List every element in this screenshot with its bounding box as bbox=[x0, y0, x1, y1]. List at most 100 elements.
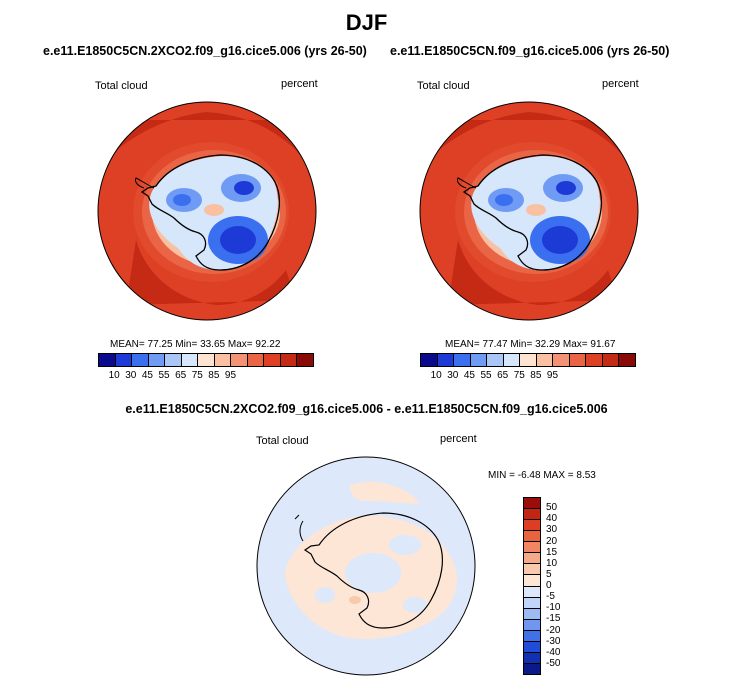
panel-1-colorbar-swatch bbox=[181, 354, 199, 366]
panel-2-colorbar-swatch bbox=[470, 354, 488, 366]
panel-1-colorbar-tick-label: 95 bbox=[224, 370, 237, 381]
panel-1-colorbar-tick-label: 75 bbox=[191, 370, 203, 381]
difference-colorbar-tick-label: -5 bbox=[546, 591, 555, 603]
difference-colorbar-swatch bbox=[524, 630, 540, 642]
panel-1-colorbar bbox=[98, 353, 314, 367]
difference-polar-map bbox=[256, 456, 476, 676]
panel-2-colorbar-swatch bbox=[553, 354, 570, 366]
panel-2-min-value: 32.29 bbox=[535, 339, 561, 350]
difference-colorbar-tick-label: 10 bbox=[546, 557, 558, 569]
figure-title: DJF bbox=[345, 10, 388, 35]
panel-1-colorbar-tick-label: 30 bbox=[125, 370, 137, 381]
difference-colorbar-tick-label: 5 bbox=[546, 568, 552, 580]
difference-colorbar-tick-label: 50 bbox=[546, 502, 558, 514]
panel-1-max-label: Max= bbox=[227, 339, 253, 350]
panel-2-polar-map bbox=[419, 101, 639, 321]
difference-units-label: percent bbox=[440, 433, 477, 445]
panel-2-colorbar-tick-label: 75 bbox=[513, 370, 525, 381]
difference-colorbar-swatch bbox=[524, 564, 540, 576]
difference-colorbar-swatch bbox=[524, 619, 540, 631]
panel-2-stats: MEAN= 77.47 Min= 32.29 Max= 91.67 bbox=[445, 339, 615, 350]
panel-2-min-label: Min= bbox=[510, 339, 533, 350]
difference-colorbar-swatch bbox=[524, 542, 540, 554]
panel-1-mean-label: MEAN= bbox=[110, 339, 145, 350]
panel-2-colorbar-tick-label: 85 bbox=[530, 370, 542, 381]
difference-colorbar-swatch bbox=[524, 597, 540, 609]
difference-colorbar-tick-label: 15 bbox=[546, 546, 558, 558]
panel-1-polar-map bbox=[97, 101, 317, 321]
panel-2-case-title: e.e11.E1850C5CN.f09_g16.cice5.006 (yrs 2… bbox=[390, 44, 670, 58]
difference-colorbar-tick-label: 0 bbox=[546, 580, 552, 591]
panel-2-max-label: Max= bbox=[562, 339, 588, 350]
difference-colorbar-tick-label: -40 bbox=[546, 646, 561, 658]
panel-1-colorbar-swatch bbox=[198, 354, 215, 366]
panel-2-colorbar-swatch bbox=[619, 354, 635, 366]
panel-2-colorbar bbox=[420, 353, 636, 367]
panel-2-colorbar-swatch bbox=[569, 354, 587, 366]
panel-1-colorbar-swatch bbox=[165, 354, 182, 366]
difference-variable-label: Total cloud bbox=[256, 435, 309, 447]
panel-2-mean-label: MEAN= bbox=[445, 339, 480, 350]
panel-2-units-label: percent bbox=[602, 78, 639, 90]
difference-colorbar-tick-label: 20 bbox=[546, 535, 558, 547]
difference-colorbar bbox=[523, 497, 541, 675]
panel-1-colorbar-tick-label: 85 bbox=[208, 370, 220, 381]
difference-colorbar-swatch bbox=[524, 641, 540, 653]
panel-1-max-value: 92.22 bbox=[255, 339, 281, 350]
difference-title: e.e11.E1850C5CN.2XCO2.f09_g16.cice5.006 … bbox=[125, 402, 608, 416]
difference-colorbar-tick-label: -30 bbox=[546, 635, 561, 647]
panel-1-colorbar-swatch bbox=[214, 354, 232, 366]
panel-2-colorbar-swatch bbox=[503, 354, 521, 366]
panel-2-colorbar-swatch bbox=[602, 354, 620, 366]
panel-2-colorbar-tick-label: 45 bbox=[463, 370, 475, 381]
panel-1-colorbar-labels: 10 30 45 55 65 75 85 95 bbox=[98, 370, 314, 382]
difference-colorbar-swatch bbox=[524, 608, 540, 620]
panel-1-case-title: e.e11.E1850C5CN.2XCO2.f09_g16.cice5.006 … bbox=[43, 44, 367, 58]
difference-colorbar-tick-label: -10 bbox=[546, 602, 561, 614]
panel-1-colorbar-swatch bbox=[148, 354, 166, 366]
difference-colorbar-tick-label: 30 bbox=[546, 524, 558, 536]
difference-minmax: MIN = -6.48 MAX = 8.53 bbox=[488, 470, 596, 481]
difference-min-label: MIN = bbox=[488, 470, 515, 481]
panel-1-colorbar-swatch bbox=[264, 354, 281, 366]
panel-2-colorbar-swatch bbox=[586, 354, 603, 366]
panel-1-colorbar-tick-label: 65 bbox=[175, 370, 187, 381]
difference-colorbar-swatch bbox=[524, 498, 540, 510]
panel-2-colorbar-swatch bbox=[421, 354, 438, 366]
panel-2-colorbar-swatch bbox=[454, 354, 471, 366]
difference-max-value: 8.53 bbox=[576, 470, 596, 481]
panel-1-colorbar-swatch bbox=[115, 354, 133, 366]
panel-2-colorbar-swatch bbox=[437, 354, 455, 366]
difference-colorbar-swatch bbox=[524, 509, 540, 521]
panel-1-colorbar-swatch bbox=[247, 354, 265, 366]
panel-1-colorbar-swatch bbox=[132, 354, 149, 366]
difference-colorbar-labels: 50 40 30 20 15 10 5 0 -5 -10 -15 -20 -30 -40 -50 bbox=[546, 497, 586, 675]
panel-2-max-value: 91.67 bbox=[590, 339, 616, 350]
panel-1-colorbar-swatch bbox=[99, 354, 116, 366]
panel-1-colorbar-tick-label: 55 bbox=[158, 370, 170, 381]
difference-colorbar-swatch bbox=[524, 553, 540, 565]
panel-2-variable-label: Total cloud bbox=[417, 80, 470, 92]
panel-2-colorbar-tick-label: 10 bbox=[430, 370, 442, 381]
panel-2-colorbar-labels: 10 30 45 55 65 75 85 95 bbox=[420, 370, 636, 382]
panel-1-colorbar-swatch bbox=[280, 354, 298, 366]
panel-2-mean-value: 77.47 bbox=[482, 339, 508, 350]
panel-1-variable-label: Total cloud bbox=[95, 80, 148, 92]
panel-1-colorbar-swatch bbox=[297, 354, 313, 366]
panel-1-colorbar-tick-label: 45 bbox=[141, 370, 153, 381]
panel-2-colorbar-swatch bbox=[520, 354, 537, 366]
panel-1-units-label: percent bbox=[281, 78, 318, 90]
panel-2-colorbar-tick-label: 95 bbox=[546, 370, 559, 381]
difference-colorbar-swatch bbox=[524, 531, 540, 543]
panel-1-stats: MEAN= 77.25 Min= 33.65 Max= 92.22 bbox=[110, 339, 280, 350]
panel-1-mean-value: 77.25 bbox=[147, 339, 173, 350]
panel-2-colorbar-tick-label: 30 bbox=[447, 370, 459, 381]
panel-1-colorbar-tick-label: 10 bbox=[108, 370, 120, 381]
panel-2-colorbar-tick-label: 65 bbox=[497, 370, 509, 381]
difference-colorbar-swatch bbox=[524, 663, 540, 674]
difference-min-value: -6.48 bbox=[517, 470, 541, 481]
panel-1-min-value: 33.65 bbox=[200, 339, 226, 350]
panel-2-colorbar-tick-label: 55 bbox=[480, 370, 492, 381]
difference-max-label: MAX = bbox=[543, 470, 574, 481]
difference-colorbar-tick-label: -50 bbox=[546, 657, 561, 669]
